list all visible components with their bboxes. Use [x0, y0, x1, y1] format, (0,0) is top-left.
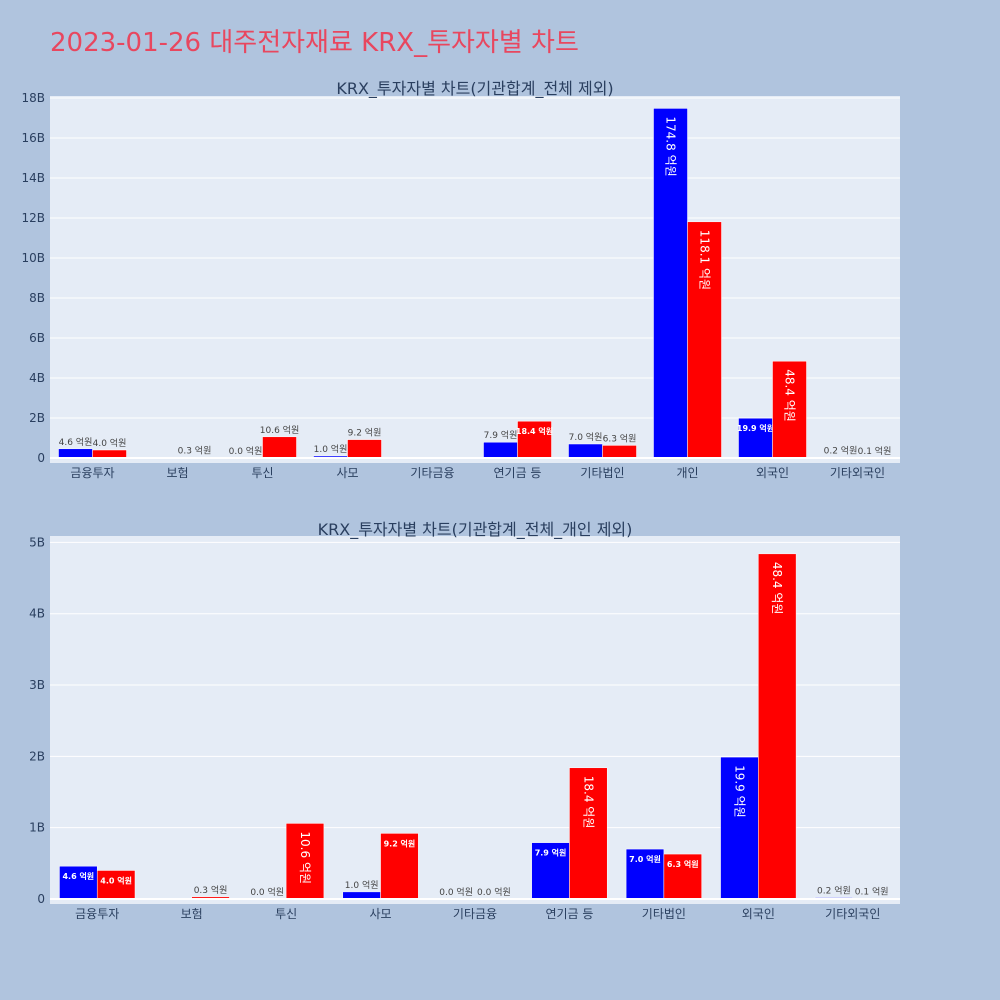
- data-label: 19.9 억원: [737, 423, 774, 433]
- bar: [758, 553, 797, 900]
- chart-1: 0 2B 4B 6B 8B 10B 12B 14B 16B 18B KRX_투자자별 차트(기관합계…: [21, 79, 900, 480]
- data-label: 118.1 억원: [698, 230, 712, 290]
- bar: [59, 865, 98, 900]
- x-tick-label: 기타금융: [453, 907, 497, 921]
- data-label: 9.2 억원: [384, 838, 416, 848]
- data-label: 7.9 억원: [484, 429, 518, 441]
- x-tick-label: 보험: [181, 907, 203, 921]
- x-tick-label: 금융투자: [75, 907, 119, 921]
- x-tick-label: 연기금 등: [494, 466, 542, 480]
- y-tick-label: 1B: [29, 821, 45, 835]
- data-label: 0.1 억원: [855, 885, 889, 897]
- y-tick-label: 3B: [29, 678, 45, 692]
- y-tick-label: 18B: [21, 91, 45, 105]
- data-label: 9.2 억원: [348, 427, 382, 439]
- chart-title: KRX_투자자별 차트(기관합계_전체 제외): [336, 79, 613, 99]
- y-tick-label: 5B: [29, 535, 45, 549]
- bar: [285, 823, 325, 900]
- data-label: 48.4 억원: [770, 562, 784, 615]
- data-label: 4.6 억원: [59, 436, 93, 448]
- data-label: 7.0 억원: [569, 431, 603, 443]
- y-tick-label: 6B: [29, 331, 45, 345]
- x-tick-label: 사모: [370, 907, 392, 921]
- y-tick-label: 2B: [29, 411, 45, 425]
- x-tick-label: 금융투자: [70, 466, 114, 480]
- y-tick-label: 8B: [29, 291, 45, 305]
- chart-title: KRX_투자자별 차트(기관합계_전체_개인 제외): [318, 520, 633, 540]
- x-tick-label: 투신: [275, 907, 297, 921]
- y-tick-label: 14B: [21, 171, 45, 185]
- y-tick-label: 10B: [21, 251, 45, 265]
- bar: [342, 891, 381, 900]
- y-tick-label: 16B: [21, 131, 45, 145]
- x-tick-label: 기타금융: [410, 466, 454, 480]
- bar: [347, 439, 382, 459]
- x-tick-label: 연기금 등: [545, 907, 593, 921]
- data-label: 19.9 억원: [732, 765, 746, 818]
- data-label: 0.0 억원: [439, 886, 473, 898]
- bar: [96, 870, 136, 900]
- data-label: 0.1 억원: [858, 445, 892, 457]
- data-label: 1.0 억원: [345, 879, 379, 891]
- y-tick-label: 4B: [29, 371, 45, 385]
- x-tick-label: 외국인: [742, 907, 775, 921]
- bar: [720, 756, 759, 900]
- page-title: 2023-01-26 대주전자재료 KRX_투자자별 차트: [50, 28, 579, 58]
- y-tick-label: 4B: [29, 607, 45, 621]
- data-label: 18.4 억원: [516, 426, 553, 436]
- bar: [625, 848, 665, 900]
- y-tick-label: 0: [37, 892, 45, 906]
- bar: [687, 221, 722, 459]
- bar: [602, 445, 637, 459]
- x-tick-label: 기타법인: [580, 466, 624, 480]
- bar: [92, 449, 127, 459]
- data-label: 0.0 억원: [477, 886, 511, 898]
- data-label: 0.0 억원: [229, 445, 263, 457]
- x-tick-label: 외국인: [756, 466, 789, 480]
- data-label: 7.9 억원: [535, 848, 567, 858]
- data-label: 4.0 억원: [93, 437, 127, 449]
- data-label: 18.4 억원: [581, 776, 595, 829]
- data-label: 10.6 억원: [260, 424, 299, 436]
- x-tick-label: 보험: [166, 466, 188, 480]
- y-tick-label: 0: [37, 451, 45, 465]
- x-tick-label: 개인: [676, 466, 698, 480]
- x-tick-label: 기타법인: [642, 907, 686, 921]
- y-tick-label: 2B: [29, 749, 45, 763]
- data-label: 4.6 억원: [62, 871, 94, 881]
- plot-area: [50, 96, 900, 463]
- data-label: 1.0 억원: [314, 443, 348, 455]
- x-tick-label: 기타외국인: [825, 907, 880, 921]
- data-label: 6.3 억원: [667, 859, 699, 869]
- bar: [262, 436, 297, 459]
- x-tick-label: 기타외국인: [830, 466, 885, 480]
- data-label: 0.2 억원: [817, 885, 851, 897]
- bar: [483, 441, 518, 459]
- bar: [569, 767, 608, 900]
- bar: [58, 448, 93, 459]
- data-label: 4.0 억원: [100, 875, 132, 885]
- y-tick-label: 12B: [21, 211, 45, 225]
- data-label: 0.3 억원: [178, 444, 212, 456]
- chart-2: 0 1B 2B 3B 4B 5B KRX_투자자별 차트(기관합계_전체_개인 제외) 금융투…: [29, 520, 900, 921]
- data-label: 7.0 억원: [629, 854, 661, 864]
- data-label: 174.8 억원: [664, 116, 678, 176]
- bar: [663, 853, 702, 900]
- bar: [531, 842, 570, 900]
- data-label: 10.6 억원: [298, 831, 312, 884]
- data-label: 0.2 억원: [824, 445, 858, 457]
- x-tick-label: 사모: [336, 466, 358, 480]
- bar: [772, 360, 807, 459]
- data-label: 6.3 억원: [603, 432, 637, 444]
- data-label: 0.3 억원: [194, 884, 228, 896]
- bar: [517, 420, 552, 459]
- data-label: 48.4 억원: [783, 369, 797, 422]
- bar: [568, 443, 603, 459]
- data-label: 0.0 억원: [250, 886, 284, 898]
- x-tick-label: 투신: [251, 466, 273, 480]
